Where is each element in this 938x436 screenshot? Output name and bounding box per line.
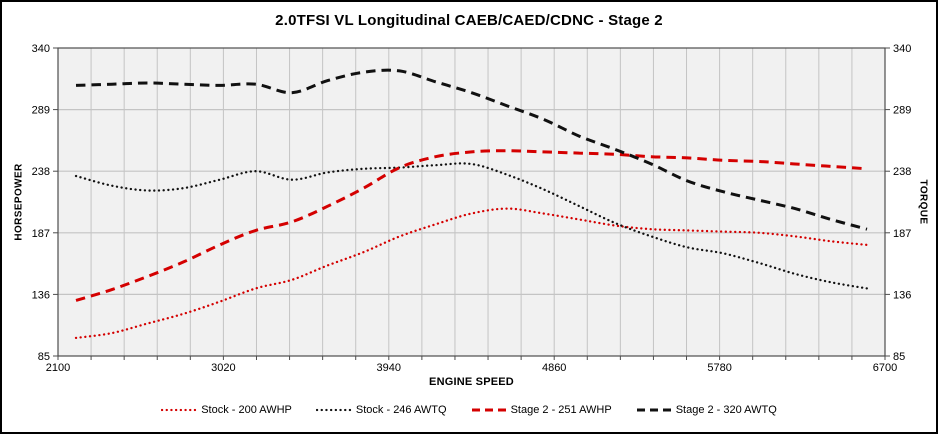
series-line-stage-2-251-awhp: [75, 149, 868, 302]
x-tick-label: 3940: [377, 362, 401, 374]
legend-marker-dashed: [471, 408, 508, 412]
legend-label: Stage 2 - 320 AWTQ: [675, 404, 777, 416]
legend-marker-dotted: [315, 408, 354, 412]
y-tick-label-left: 187: [32, 228, 50, 240]
legend-item: Stage 2 - 320 AWTQ: [636, 404, 777, 416]
chart-title: 2.0TFSI VL Longitudinal CAEB/CAED/CDNC -…: [275, 12, 663, 29]
y-tick-label-left: 340: [32, 43, 50, 55]
legend-item: Stock - 246 AWTQ: [315, 404, 447, 416]
legend-label: Stock - 246 AWTQ: [355, 404, 447, 416]
legend-marker-dashed: [636, 408, 673, 412]
legend-label: Stage 2 - 251 AWHP: [510, 404, 612, 416]
series-line-stock-246-awtq: [74, 162, 869, 290]
plot-border: [57, 47, 886, 357]
y-tick-label-right: 340: [893, 43, 911, 55]
y-tick-label-left: 289: [32, 105, 50, 117]
x-tick-label: 2100: [46, 362, 70, 374]
x-tick-label: 6700: [873, 362, 897, 374]
y-tick-label-right: 136: [893, 289, 911, 301]
x-tick-label: 4860: [542, 362, 566, 374]
y-tick-label-right: 289: [893, 105, 911, 117]
y-tick-label-right: 85: [893, 351, 905, 363]
legend-label: Stock - 200 AWHP: [201, 404, 292, 416]
x-tick-label: 5780: [707, 362, 731, 374]
legend: Stock - 200 AWHP Stock - 246 AWTQ Stage 2 …: [2, 404, 936, 416]
y-tick-label-right: 187: [893, 228, 911, 240]
y-tick-label-left: 136: [32, 289, 50, 301]
legend-marker-dotted: [161, 408, 200, 412]
y-tick-label-right: 238: [893, 166, 911, 178]
legend-item: Stage 2 - 251 AWHP: [471, 404, 612, 416]
legend-item: Stock - 200 AWHP: [161, 404, 292, 416]
series-line-stage-2-320-awtq: [75, 68, 868, 231]
x-axis-title: ENGINE SPEED: [429, 376, 514, 388]
y-tick-label-left: 238: [32, 166, 50, 178]
y-tick-label-left: 85: [38, 351, 50, 363]
plot-background: [58, 48, 885, 356]
x-tick-label: 3020: [211, 362, 235, 374]
